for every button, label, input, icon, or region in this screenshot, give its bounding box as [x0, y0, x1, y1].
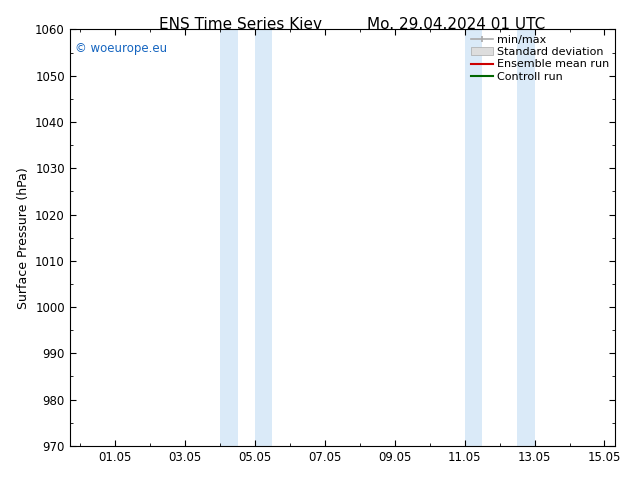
Bar	[255, 29, 273, 446]
Bar	[465, 29, 482, 446]
Legend: min/max, Standard deviation, Ensemble mean run, Controll run: min/max, Standard deviation, Ensemble me…	[469, 33, 612, 84]
Text: Mo. 29.04.2024 01 UTC: Mo. 29.04.2024 01 UTC	[367, 17, 546, 32]
Bar	[517, 29, 534, 446]
Text: ENS Time Series Kiev: ENS Time Series Kiev	[159, 17, 323, 32]
Text: © woeurope.eu: © woeurope.eu	[75, 42, 167, 55]
Bar	[220, 29, 238, 446]
Y-axis label: Surface Pressure (hPa): Surface Pressure (hPa)	[16, 167, 30, 309]
